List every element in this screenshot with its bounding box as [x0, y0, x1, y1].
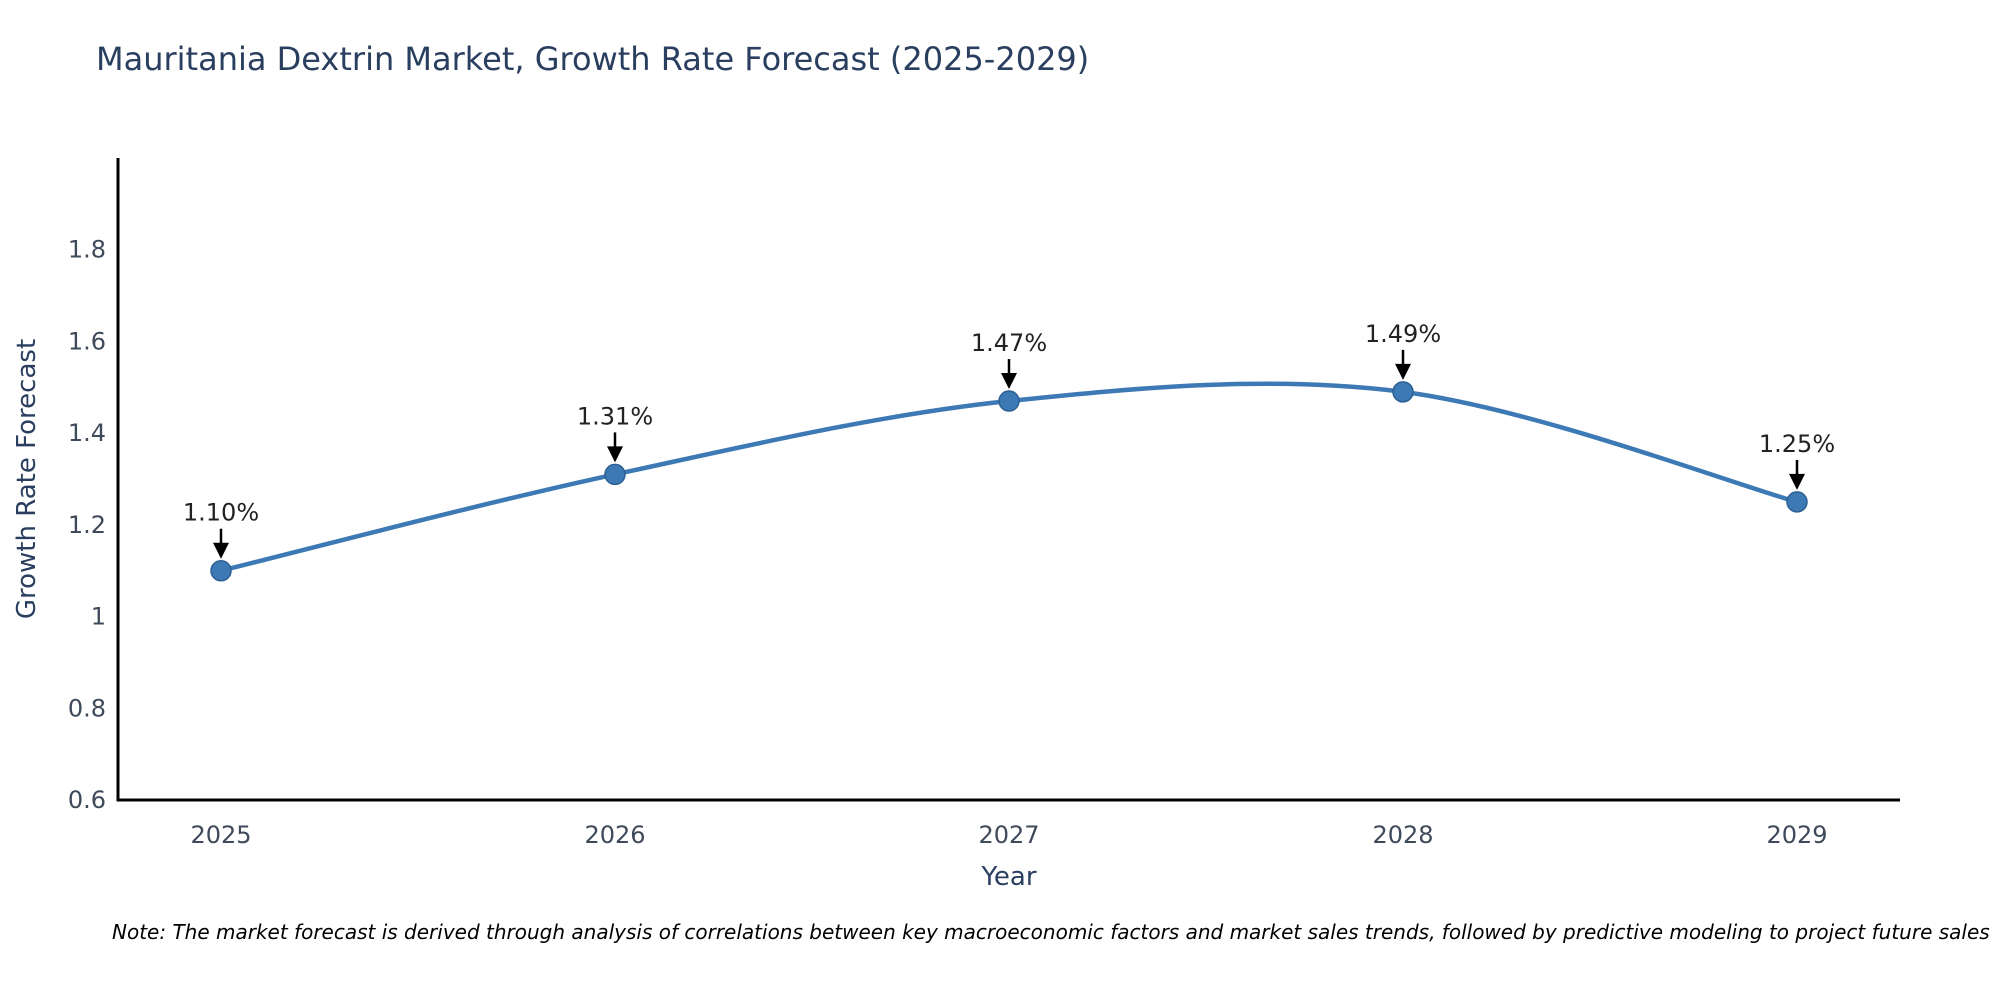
data-point-2027[interactable] [998, 390, 1020, 412]
x-tick-label: 2026 [584, 821, 645, 849]
annotation-arrowhead-icon [1789, 473, 1805, 490]
data-point-2028[interactable] [1392, 381, 1414, 403]
point-value-label: 1.31% [577, 402, 653, 430]
chart-title: Mauritania Dextrin Market, Growth Rate F… [96, 40, 1090, 78]
x-tick-label: 2028 [1372, 821, 1433, 849]
x-tick-label: 2025 [190, 821, 251, 849]
x-tick-label: 2027 [978, 821, 1039, 849]
point-value-label: 1.25% [1759, 430, 1835, 458]
y-axis-title: Growth Rate Forecast [12, 338, 42, 620]
y-tick-label: 1.4 [68, 419, 106, 447]
y-tick-label: 0.8 [68, 694, 106, 722]
annotation-arrowhead-icon [1001, 373, 1017, 390]
data-point-2026[interactable] [604, 463, 626, 486]
x-axis-title: Year [981, 862, 1037, 892]
y-tick-label: 1.2 [68, 511, 106, 539]
data-point-2025[interactable] [210, 559, 232, 582]
x-tick-label: 2029 [1766, 821, 1827, 849]
y-tick-label: 0.6 [68, 786, 106, 814]
y-tick-label: 1 [91, 603, 106, 631]
point-value-label: 1.49% [1365, 320, 1441, 348]
point-value-label: 1.47% [971, 329, 1047, 357]
y-tick-label: 1.6 [68, 327, 106, 355]
footnote: Note: The market forecast is derived thr… [112, 920, 1990, 944]
annotation-arrowhead-icon [607, 446, 623, 463]
annotation-arrowhead-icon [1395, 363, 1411, 380]
y-tick-label: 1.8 [68, 236, 106, 264]
axis-spines [116, 158, 1900, 802]
annotation-arrowhead-icon [213, 542, 229, 559]
data-point-2029[interactable] [1786, 491, 1808, 513]
point-value-label: 1.10% [183, 499, 259, 527]
